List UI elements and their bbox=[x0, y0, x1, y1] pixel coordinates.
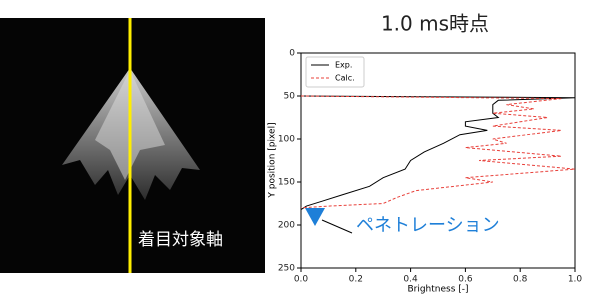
chart-title: 1.0 ms時点 bbox=[381, 12, 489, 36]
plot-frame bbox=[300, 52, 576, 269]
spray-image: 着目対象軸 bbox=[0, 18, 265, 273]
x-tick-label: 0.6 bbox=[458, 275, 473, 285]
data-line bbox=[300, 95, 576, 210]
x-tick-label: 0.0 bbox=[294, 275, 309, 285]
y-tick-label: 250 bbox=[278, 264, 295, 274]
y-axis-label: Y position [pixel] bbox=[268, 122, 278, 198]
legend-label: Exp. bbox=[335, 61, 352, 70]
x-axis-label: Brightness [-] bbox=[407, 285, 468, 295]
x-tick-label: 1.0 bbox=[568, 275, 583, 285]
annotation: ペネトレーション bbox=[356, 215, 500, 236]
penetration-marker bbox=[305, 208, 325, 226]
axis-label: 着目対象軸 bbox=[138, 230, 223, 250]
y-tick-label: 100 bbox=[278, 135, 295, 145]
y-tick-label: 150 bbox=[278, 178, 295, 188]
annotation-arrow bbox=[321, 219, 353, 234]
legend-label: Calc. bbox=[335, 74, 355, 83]
data-line bbox=[300, 95, 576, 209]
y-tick-label: 200 bbox=[278, 221, 295, 231]
y-tick-label: 0 bbox=[289, 49, 295, 59]
y-tick-label: 50 bbox=[284, 92, 296, 102]
x-tick-label: 0.2 bbox=[349, 275, 363, 285]
x-tick-label: 0.4 bbox=[403, 275, 418, 285]
x-tick-label: 0.8 bbox=[513, 275, 528, 285]
